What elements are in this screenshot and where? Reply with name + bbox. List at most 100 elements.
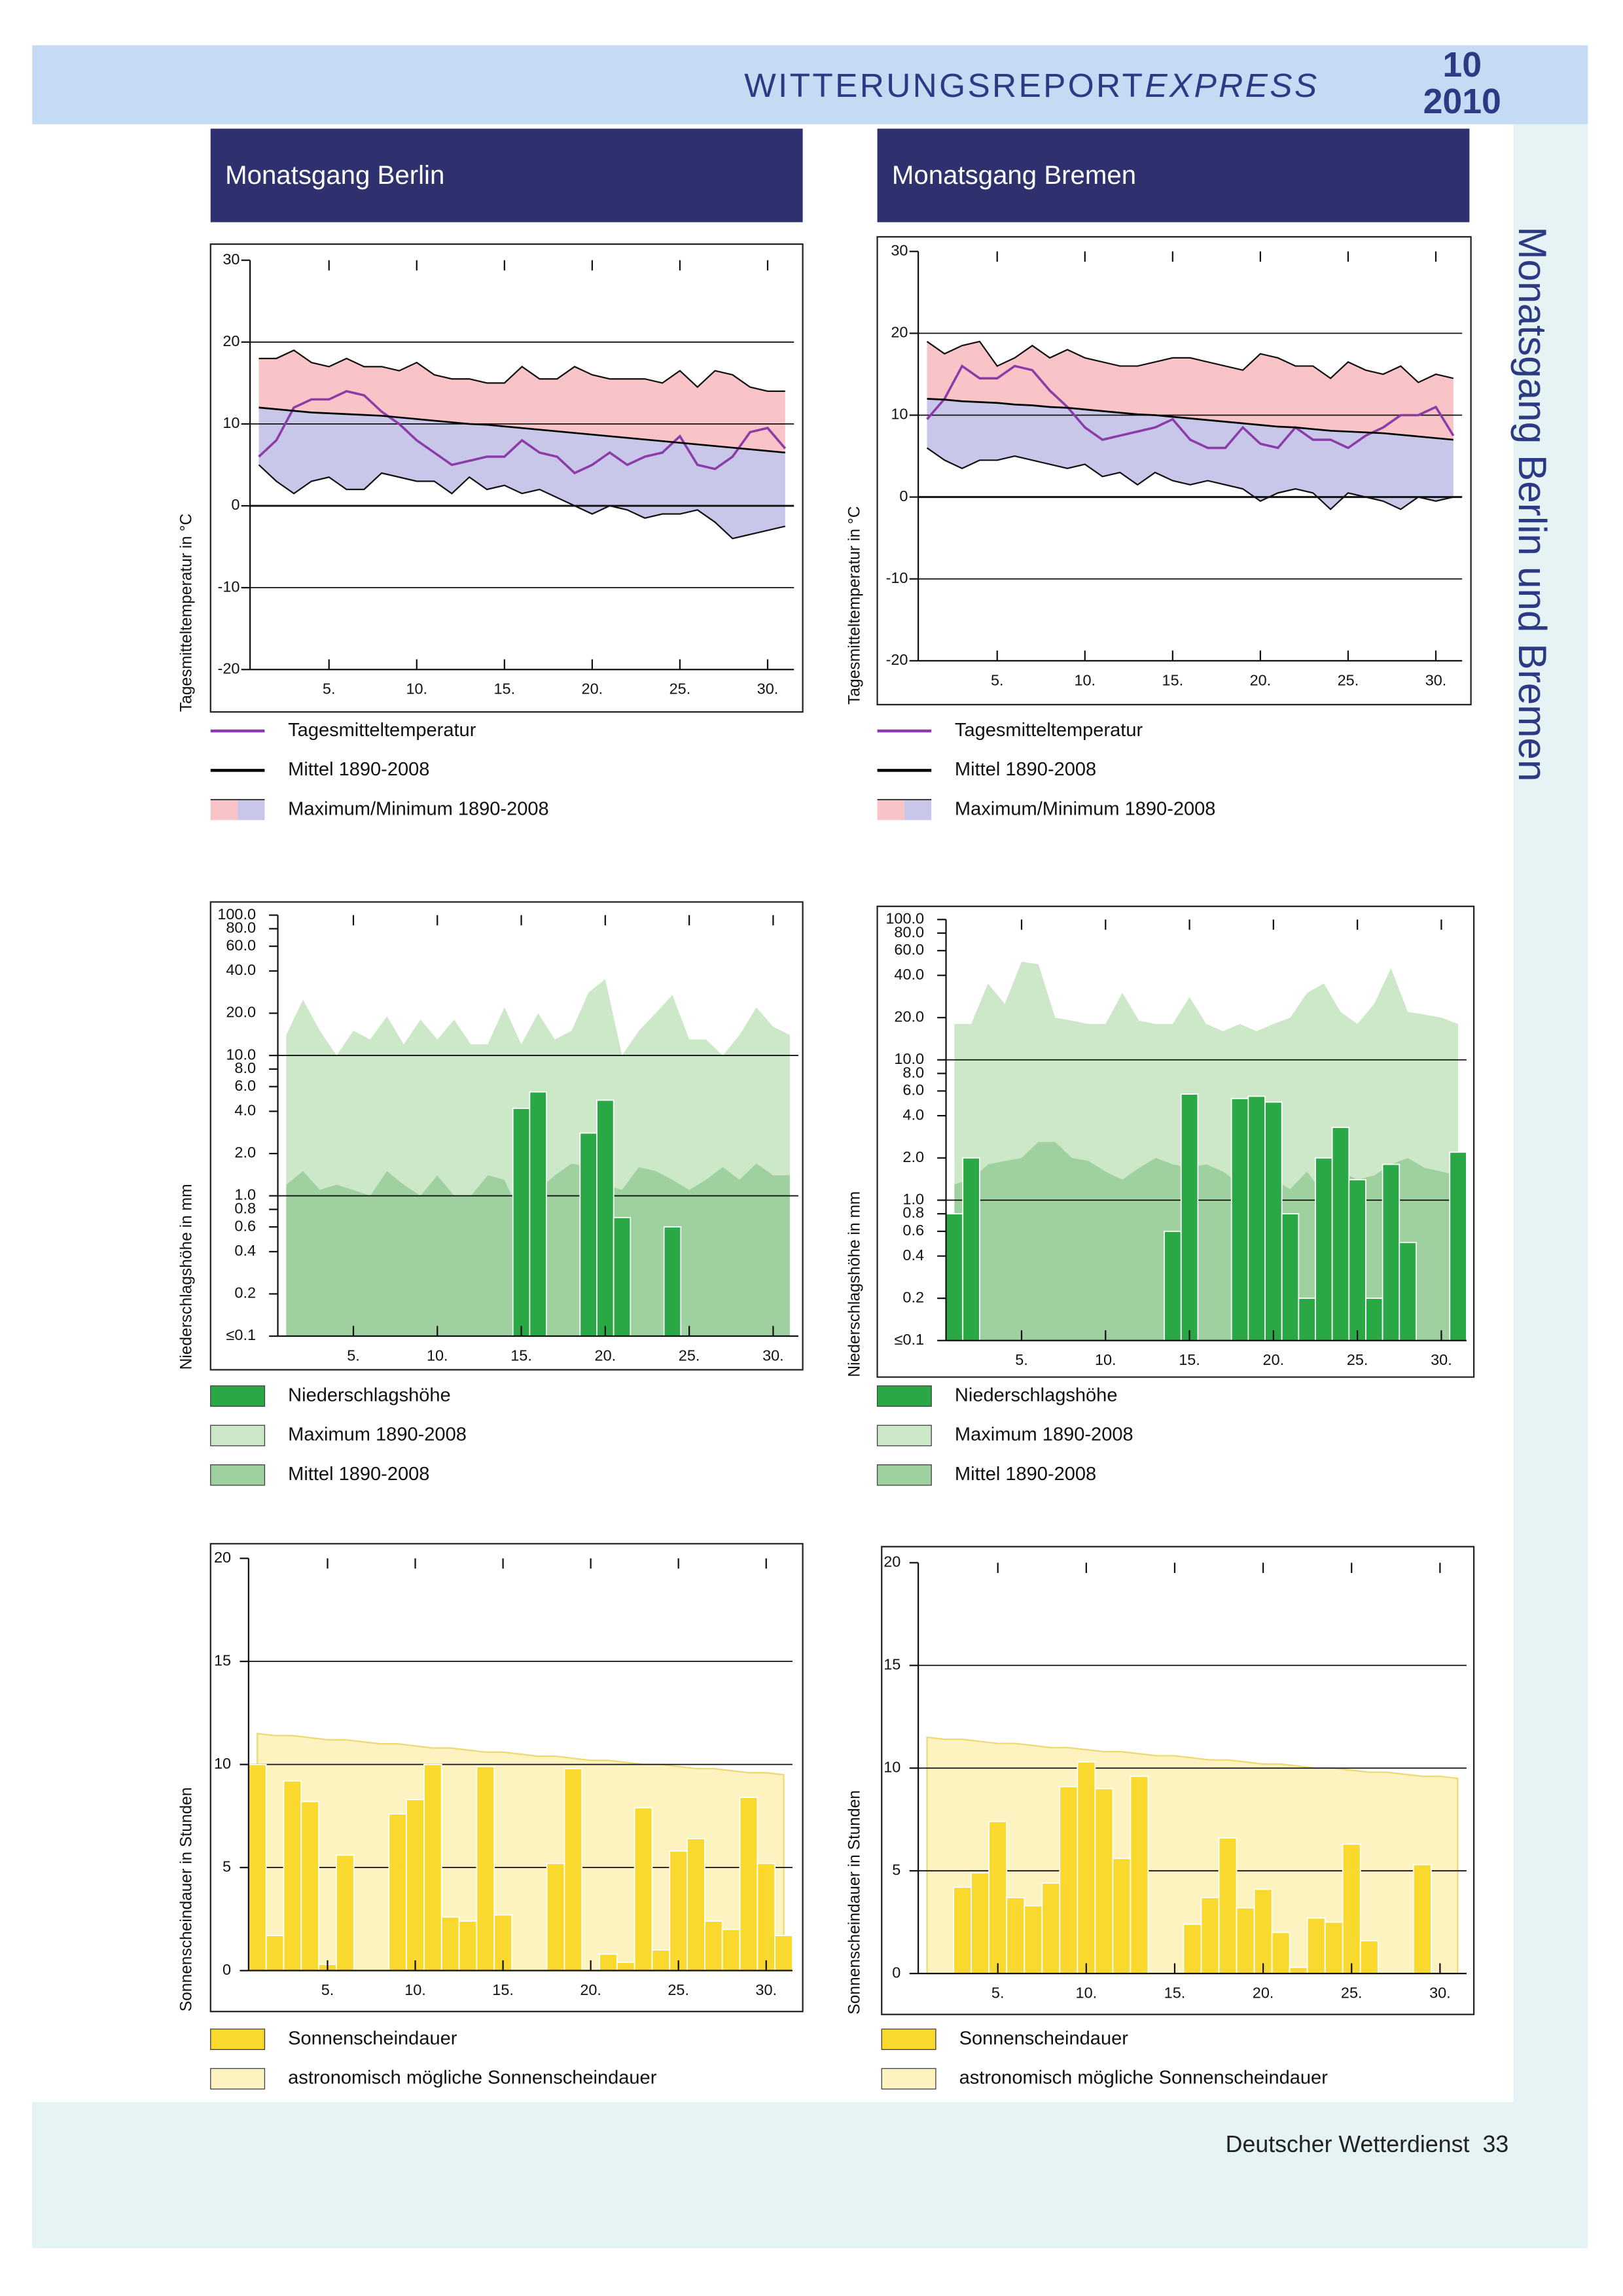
header-year: 2010 — [1423, 82, 1501, 121]
y-tick-label: 2.0 — [902, 1148, 924, 1165]
bar — [1236, 1907, 1255, 1975]
bar — [476, 1765, 495, 1971]
bar — [1449, 1151, 1467, 1341]
bar — [971, 1872, 990, 1975]
y-tick-label: 20.0 — [894, 1008, 924, 1025]
y-tick-label: 15 — [214, 1651, 231, 1669]
legend-label: astronomisch mögliche Sonnenscheindauer — [959, 2068, 1329, 2089]
bar — [1342, 1843, 1361, 1975]
x-tick-label: 15. — [494, 680, 516, 698]
bar — [1112, 1858, 1132, 1975]
x-tick-label: 10. — [1095, 1351, 1116, 1368]
y-tick-label: 0.4 — [902, 1246, 924, 1263]
y-tick-label: 20 — [883, 1553, 901, 1570]
bar — [423, 1763, 442, 1971]
bar — [1264, 1101, 1283, 1341]
panel-header — [877, 128, 1470, 222]
y-tick-label: 0.2 — [234, 1284, 256, 1301]
legend-swatch — [904, 800, 932, 821]
bar — [1412, 1863, 1432, 1975]
y-tick-label: 8.0 — [902, 1064, 924, 1081]
panel-header — [210, 128, 803, 222]
x-tick-label: 30. — [1425, 671, 1447, 688]
data-line — [258, 389, 787, 475]
legend-swatch — [210, 2028, 266, 2050]
y-tick-label: 10 — [223, 414, 240, 431]
legend-swatch — [881, 2028, 936, 2050]
y-tick-label: 60.0 — [894, 941, 924, 958]
x-tick-label: 20. — [580, 1981, 601, 1998]
bar — [1164, 1230, 1182, 1341]
bar — [1365, 1298, 1383, 1341]
bar — [1130, 1775, 1149, 1975]
x-tick-label: 10. — [427, 1347, 448, 1364]
y-tick-label: 80.0 — [226, 919, 256, 936]
x-tick-label: 15. — [510, 1347, 532, 1364]
mean-line — [927, 398, 1454, 441]
legend-label: Niederschlagshöhe — [288, 1385, 451, 1405]
bar — [687, 1838, 705, 1971]
bar — [512, 1107, 531, 1337]
bar — [493, 1914, 512, 1971]
y-tick-label: 5 — [223, 1858, 231, 1875]
bar — [1298, 1298, 1316, 1341]
legend-label: Mittel 1890-2008 — [955, 1464, 1096, 1485]
bar — [388, 1813, 408, 1971]
y-tick-label: 0.8 — [902, 1204, 924, 1221]
legend-swatch — [876, 1385, 932, 1407]
bar — [953, 1886, 972, 1975]
x-tick-label: 20. — [1250, 671, 1272, 688]
bar — [1247, 1095, 1266, 1341]
bar — [458, 1920, 478, 1971]
x-tick-label: 25. — [1347, 1351, 1368, 1368]
x-tick-label: 30. — [757, 680, 779, 698]
panel-title: Monatsgang Berlin — [225, 160, 444, 190]
y-tick-label: 20 — [891, 324, 908, 341]
x-tick-label: 15. — [1179, 1351, 1200, 1368]
y-tick-label: -20 — [886, 651, 908, 668]
y-tick-label: 0.2 — [902, 1288, 924, 1305]
y-tick-label: 0.6 — [234, 1217, 256, 1234]
legend-swatch — [210, 2068, 266, 2090]
legend-label: Maximum/Minimum 1890-2008 — [288, 798, 549, 819]
y-tick-label: 6.0 — [234, 1077, 256, 1094]
bar — [1331, 1127, 1350, 1341]
bar — [1024, 1905, 1043, 1975]
y-axis-label: Tagesmitteltemperatur in °C — [846, 506, 864, 705]
x-tick-label: 5. — [1015, 1351, 1028, 1368]
x-tick-label: 25. — [668, 1981, 689, 1998]
legend-label: Niederschlagshöhe — [955, 1385, 1118, 1405]
bar — [1324, 1921, 1344, 1975]
y-tick-label: -20 — [218, 660, 240, 677]
y-tick-label: 10 — [883, 1758, 901, 1775]
y-tick-label: 0.4 — [234, 1242, 256, 1259]
legend-label: Mittel 1890-2008 — [955, 759, 1096, 780]
bar — [962, 1157, 980, 1341]
y-tick-label: 10 — [891, 406, 908, 423]
bar — [1059, 1786, 1079, 1975]
x-tick-label: 15. — [1164, 1985, 1186, 2002]
x-tick-label: 5. — [321, 1981, 334, 1998]
legend-label: Maximum/Minimum 1890-2008 — [955, 798, 1216, 819]
x-tick-label: 25. — [1338, 671, 1359, 688]
bar — [300, 1801, 319, 1971]
y-tick-label: 4.0 — [902, 1106, 924, 1123]
bar — [1041, 1882, 1061, 1975]
legend-label: astronomisch mögliche Sonnenscheindauer — [288, 2068, 657, 2089]
bar — [1180, 1093, 1199, 1341]
y-tick-label: 6.0 — [902, 1082, 924, 1099]
bar — [440, 1916, 460, 1971]
footer-page: 33 — [1482, 2131, 1508, 2157]
max-line — [259, 349, 785, 392]
y-tick-label: 1.0 — [234, 1186, 256, 1203]
min-line — [258, 464, 786, 540]
bar — [599, 1953, 618, 1971]
bar — [1399, 1241, 1417, 1341]
y-tick-label: 0 — [231, 496, 240, 513]
bar — [663, 1226, 682, 1337]
x-tick-label: 30. — [755, 1981, 777, 1998]
x-tick-label: 25. — [1341, 1985, 1363, 2002]
side-title: Monatsgang Berlin und Bremen — [1510, 226, 1555, 781]
x-tick-label: 30. — [1429, 1985, 1451, 2002]
